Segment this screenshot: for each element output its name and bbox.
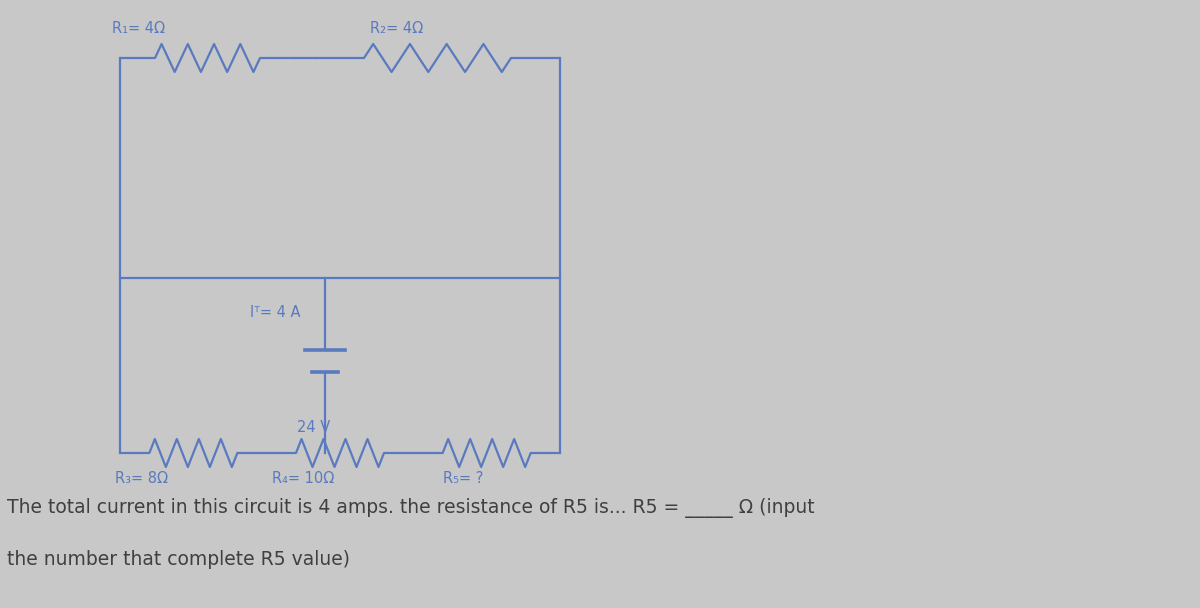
Text: the number that complete R5 value): the number that complete R5 value): [7, 550, 350, 569]
Text: Iᵀ= 4 A: Iᵀ= 4 A: [250, 305, 300, 319]
Text: The total current in this circuit is 4 amps. the resistance of R5 is... R5 = ___: The total current in this circuit is 4 a…: [7, 498, 815, 518]
Text: R₅= ?: R₅= ?: [443, 471, 484, 486]
Text: R₂= 4Ω: R₂= 4Ω: [370, 21, 424, 36]
Text: R₄= 10Ω: R₄= 10Ω: [271, 471, 334, 486]
Text: 24 V: 24 V: [298, 420, 330, 435]
Text: R₃= 8Ω: R₃= 8Ω: [115, 471, 168, 486]
Text: R₁= 4Ω: R₁= 4Ω: [112, 21, 166, 36]
